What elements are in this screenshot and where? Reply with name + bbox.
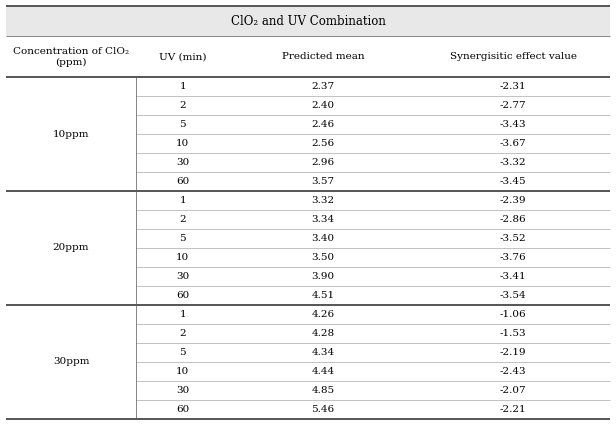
Text: Predicted mean: Predicted mean [282, 52, 365, 61]
Text: -3.32: -3.32 [500, 158, 527, 167]
Text: 3.50: 3.50 [312, 253, 334, 262]
Text: -2.77: -2.77 [500, 101, 527, 110]
Text: -2.43: -2.43 [500, 367, 527, 376]
Text: 2.46: 2.46 [312, 120, 334, 129]
Text: 60: 60 [176, 291, 189, 300]
Text: 5: 5 [179, 348, 186, 357]
Text: Synergisitic effect value: Synergisitic effect value [450, 52, 577, 61]
Text: 30: 30 [176, 272, 189, 281]
Text: 5.46: 5.46 [312, 405, 334, 414]
Text: 30ppm: 30ppm [53, 357, 89, 366]
Text: -2.07: -2.07 [500, 385, 527, 395]
Text: 2.96: 2.96 [312, 158, 334, 167]
Text: -2.21: -2.21 [500, 405, 527, 414]
Text: -1.06: -1.06 [500, 310, 527, 319]
Text: 30: 30 [176, 158, 189, 167]
Text: 4.28: 4.28 [312, 329, 334, 338]
Text: UV (min): UV (min) [159, 52, 206, 61]
Text: 60: 60 [176, 177, 189, 186]
Text: ClO₂ and UV Combination: ClO₂ and UV Combination [230, 15, 386, 28]
Text: 3.40: 3.40 [312, 234, 334, 243]
Text: 20ppm: 20ppm [53, 244, 89, 252]
Text: 3.57: 3.57 [312, 177, 334, 186]
Text: 3.32: 3.32 [312, 196, 334, 205]
Text: 60: 60 [176, 405, 189, 414]
Text: 4.34: 4.34 [312, 348, 334, 357]
Text: 10: 10 [176, 367, 189, 376]
Text: -2.19: -2.19 [500, 348, 527, 357]
Text: 5: 5 [179, 120, 186, 129]
Text: -3.52: -3.52 [500, 234, 527, 243]
Bar [6, 6, 610, 36]
Text: 4.85: 4.85 [312, 385, 334, 395]
Text: 4.26: 4.26 [312, 310, 334, 319]
Text: -3.45: -3.45 [500, 177, 527, 186]
Text: -2.86: -2.86 [500, 215, 527, 224]
Text: -2.39: -2.39 [500, 196, 527, 205]
Text: 3.90: 3.90 [312, 272, 334, 281]
Text: 1: 1 [179, 82, 186, 91]
Text: -1.53: -1.53 [500, 329, 527, 338]
Text: 10ppm: 10ppm [53, 130, 89, 139]
Text: 2: 2 [179, 215, 186, 224]
Text: 3.34: 3.34 [312, 215, 334, 224]
Text: 2: 2 [179, 101, 186, 110]
Text: 5: 5 [179, 234, 186, 243]
Text: 2.37: 2.37 [312, 82, 334, 91]
Text: 30: 30 [176, 385, 189, 395]
Text: 1: 1 [179, 310, 186, 319]
Text: -3.43: -3.43 [500, 120, 527, 129]
Text: -3.41: -3.41 [500, 272, 527, 281]
Text: -3.67: -3.67 [500, 139, 527, 148]
Text: -3.76: -3.76 [500, 253, 527, 262]
Text: 4.44: 4.44 [312, 367, 334, 376]
Text: 2: 2 [179, 329, 186, 338]
Text: -3.54: -3.54 [500, 291, 527, 300]
Text: Concentration of ClO₂
(ppm): Concentration of ClO₂ (ppm) [13, 47, 129, 67]
Text: 4.51: 4.51 [312, 291, 334, 300]
Text: 2.40: 2.40 [312, 101, 334, 110]
Text: 10: 10 [176, 253, 189, 262]
Text: -2.31: -2.31 [500, 82, 527, 91]
Text: 2.56: 2.56 [312, 139, 334, 148]
Text: 10: 10 [176, 139, 189, 148]
Text: 1: 1 [179, 196, 186, 205]
